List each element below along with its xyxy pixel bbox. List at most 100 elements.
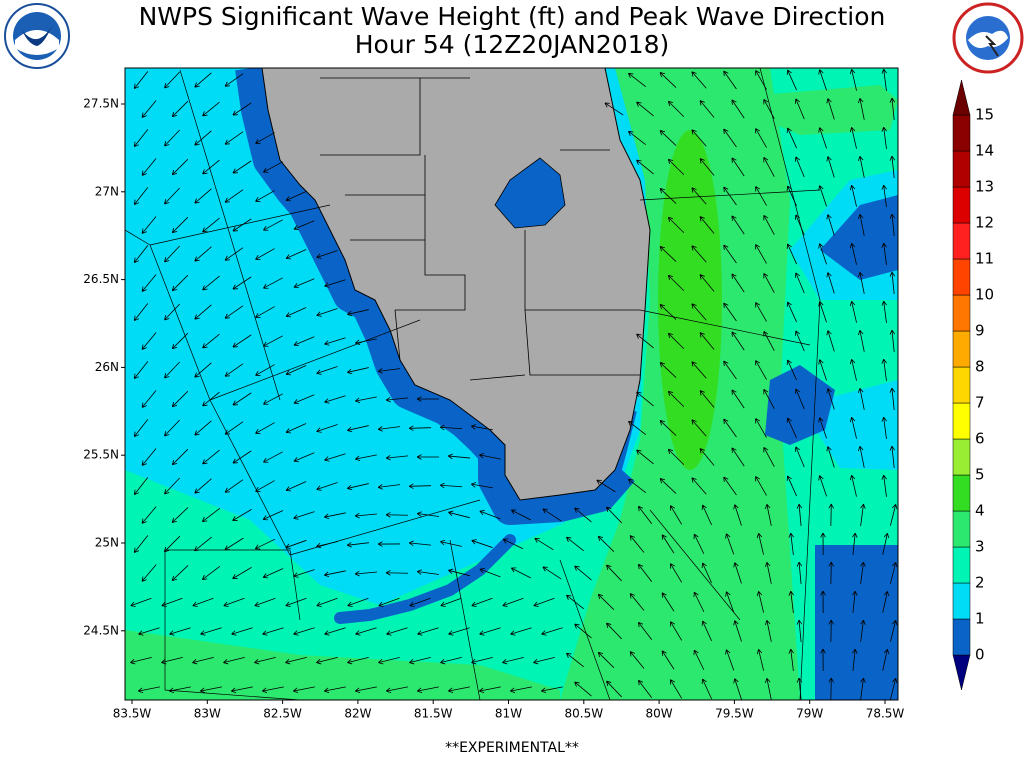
wave-arrow (232, 276, 252, 290)
wave-arrow (889, 213, 896, 236)
wave-arrow (659, 188, 677, 204)
wave-arrow (881, 242, 887, 265)
colorbar-label: 12 (975, 214, 994, 232)
wave-arrow (763, 214, 775, 235)
wave-arrow (637, 505, 653, 524)
wave-arrow (699, 448, 715, 466)
wave-arrow (232, 567, 252, 580)
colorbar-segment (952, 222, 971, 260)
wave-arrow (818, 243, 827, 265)
wave-arrow (316, 656, 338, 665)
colorbar-segment (952, 114, 971, 152)
wave-arrow (161, 656, 183, 665)
wave-arrow (141, 332, 157, 350)
wave-arrow (794, 446, 805, 468)
wave-arrow (849, 359, 857, 381)
wave-arrow (133, 477, 149, 496)
wave-arrow (293, 627, 315, 636)
wave-arrow (889, 155, 896, 178)
wave-arrow (502, 538, 524, 550)
wave-arrow (293, 569, 315, 578)
wave-arrow (231, 686, 253, 694)
wave-arrow (479, 452, 501, 460)
wave-arrow (820, 532, 826, 556)
wave-arrow (171, 390, 189, 408)
wave-arrow (860, 561, 866, 584)
colorbar-segment (952, 330, 971, 368)
wave-arrow (378, 656, 400, 665)
wave-arrow (502, 656, 524, 665)
wave-arrow (849, 475, 857, 497)
wave-arrow (826, 214, 835, 236)
wave-arrow (858, 97, 865, 120)
wave-arrow (881, 474, 887, 497)
wave-arrow (355, 396, 377, 404)
colorbar-label: 8 (975, 358, 985, 376)
wave-arrow (636, 391, 654, 407)
wave-arrow (764, 561, 772, 584)
lat-label: 26N (95, 360, 119, 374)
wave-arrow (818, 475, 827, 497)
wave-arrow (659, 72, 677, 88)
wave-arrow (479, 510, 501, 520)
wave-arrow (849, 185, 857, 207)
wave-arrow (818, 359, 827, 381)
wave-arrow (828, 561, 834, 585)
wave-arrow (661, 650, 675, 670)
wave-arrow (171, 274, 189, 292)
wave-arrow (316, 424, 338, 433)
wave-arrow (723, 418, 737, 438)
wave-arrow (164, 129, 180, 147)
wave-arrow (255, 248, 275, 260)
wave-arrow (171, 565, 189, 581)
wave-arrow (141, 100, 157, 118)
wave-arrow (202, 391, 220, 407)
county-lines (320, 77, 640, 381)
wave-arrow (723, 360, 737, 380)
wave-arrow (355, 454, 377, 462)
wave-arrow (828, 503, 834, 527)
wave-arrow (316, 250, 338, 259)
colorbar-segment (952, 546, 971, 584)
wave-arrow (223, 656, 245, 665)
wave-arrow (881, 300, 887, 323)
wave-arrow (606, 622, 622, 640)
wave-arrow (510, 567, 532, 579)
wave-arrow (224, 189, 244, 203)
wave-arrow (691, 187, 707, 205)
wave-arrow (285, 597, 307, 607)
wave-arrow (346, 542, 370, 548)
wave-arrow (316, 482, 338, 491)
wave-arrow (882, 532, 890, 555)
wave-arrow (534, 537, 554, 551)
wave-arrow (659, 420, 677, 436)
wave-arrow (385, 512, 409, 518)
wave-arrow (316, 308, 338, 317)
wave-arrow (636, 333, 654, 349)
wave-arrow (794, 98, 805, 120)
wave-arrow (202, 333, 220, 349)
map-frame (124, 67, 899, 701)
wave-arrow (479, 686, 501, 694)
wave-arrow (541, 627, 563, 636)
wave-arrow (161, 597, 183, 607)
wave-arrow (786, 69, 797, 91)
wave-arrow (670, 505, 683, 525)
wave-arrow (479, 627, 501, 636)
lon-label: 79W (796, 707, 823, 721)
wave-arrow (574, 681, 592, 697)
wave-arrow (731, 157, 745, 177)
wave-arrow (849, 301, 857, 323)
colorbar-segment (952, 582, 971, 620)
wave-arrow (192, 597, 214, 607)
wave-arrow (788, 648, 794, 671)
wave-arrow (667, 100, 685, 118)
wave-arrow (164, 245, 180, 263)
lat-label: 25N (95, 536, 119, 550)
wave-arrow (667, 274, 685, 292)
wave-region (815, 545, 898, 700)
wave-arrow (439, 424, 463, 431)
wave-arrow (416, 569, 440, 575)
wave-arrow (201, 508, 221, 523)
wave-arrow (164, 419, 180, 437)
